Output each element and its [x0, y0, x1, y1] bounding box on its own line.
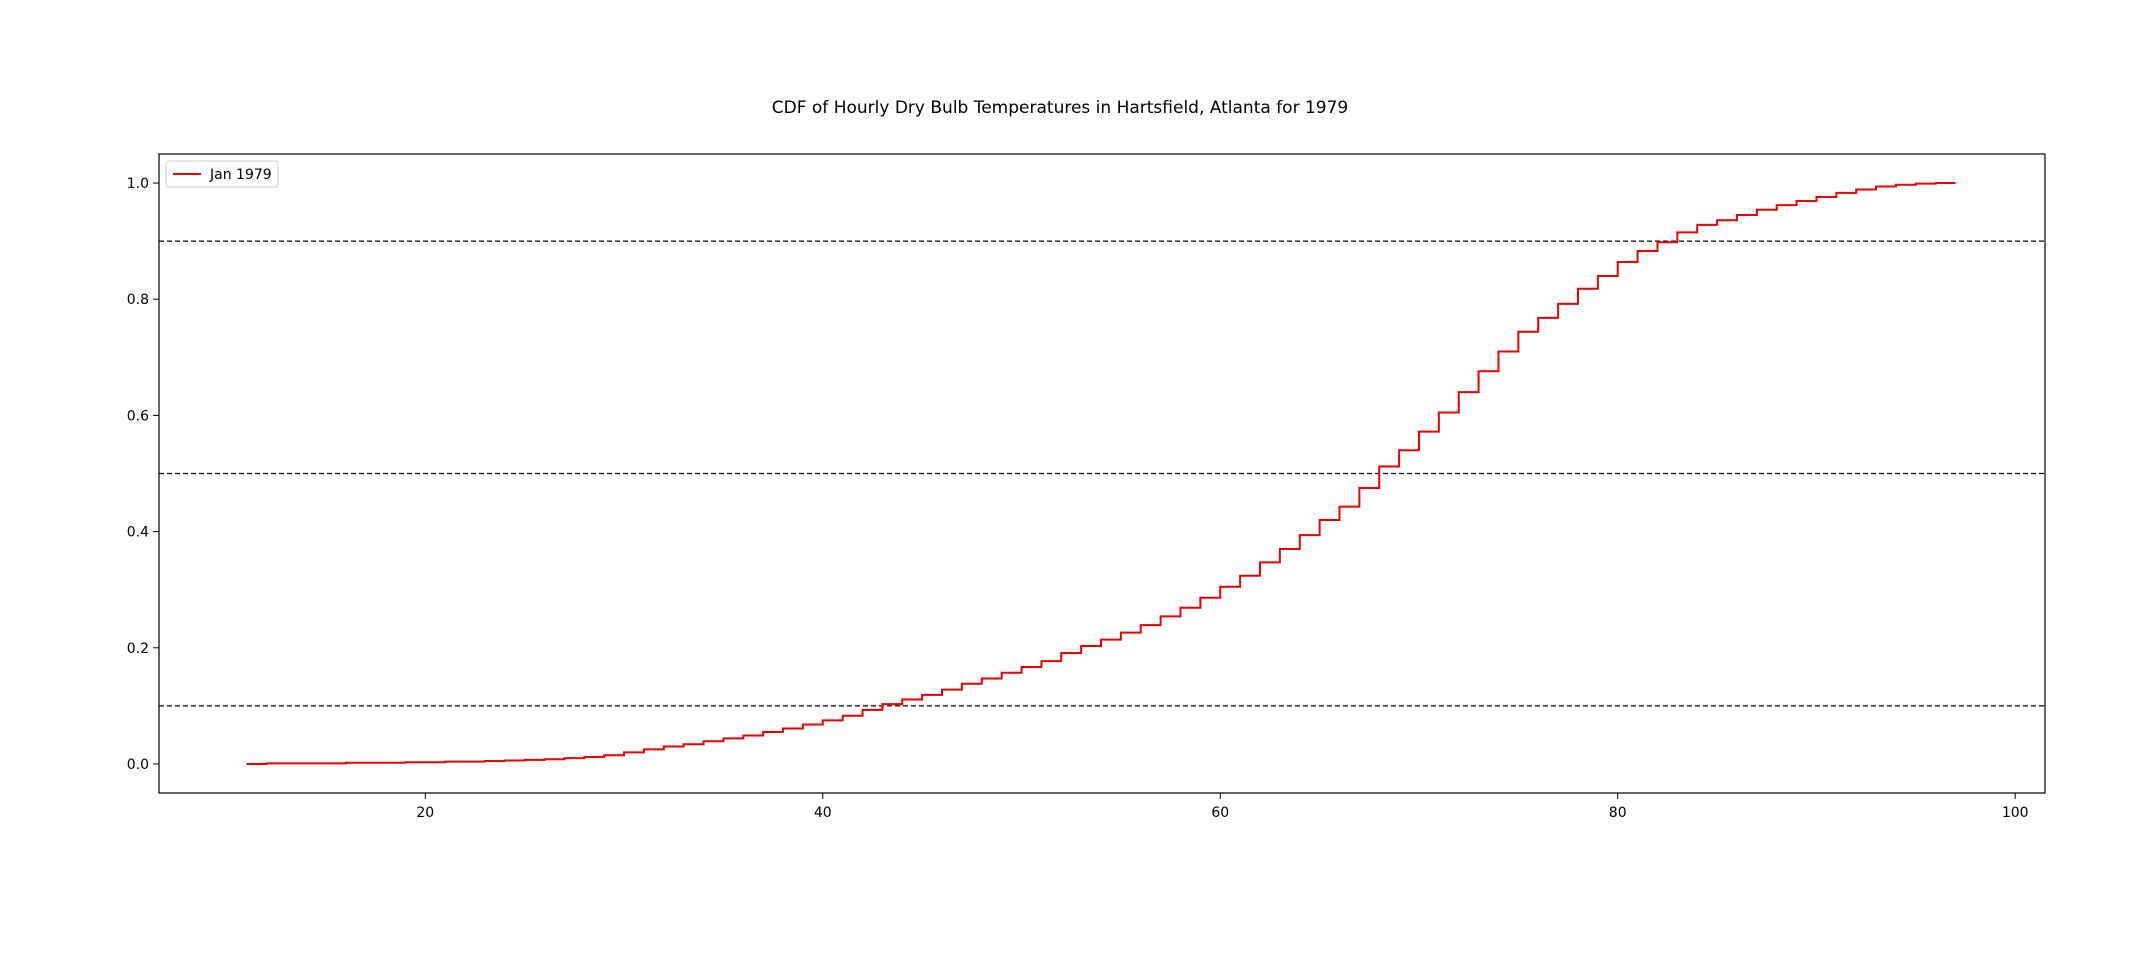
- x-tick-label-3: 80: [1609, 805, 1627, 821]
- y-tick-label-4: 0.8: [127, 292, 149, 308]
- x-tick-label-0: 20: [416, 805, 434, 821]
- y-tick-label-0: 0.0: [127, 757, 149, 773]
- y-tick-label-1: 0.2: [127, 641, 149, 657]
- x-tick-label-2: 60: [1211, 805, 1229, 821]
- y-tick-label-2: 0.4: [127, 525, 149, 541]
- y-tick-label-3: 0.6: [127, 408, 149, 424]
- plot-area-frame: [158, 153, 2046, 794]
- y-axis: 0.0 0.2 0.4 0.6 0.8 1.0: [127, 176, 159, 773]
- reference-lines: [159, 240, 2045, 707]
- legend: Jan 1979: [165, 160, 279, 188]
- y-tick-label-5: 1.0: [127, 176, 149, 192]
- legend-box: [165, 160, 279, 188]
- x-tick-label-1: 40: [814, 805, 832, 821]
- x-axis: 20 40 60 80 100: [416, 793, 2029, 821]
- series-layer: [246, 182, 1956, 765]
- legend-label-jan-1979: Jan 1979: [209, 167, 272, 183]
- series-line-0: [246, 182, 1956, 765]
- chart-title: CDF of Hourly Dry Bulb Temperatures in H…: [772, 98, 1348, 118]
- x-tick-label-4: 100: [2002, 805, 2029, 821]
